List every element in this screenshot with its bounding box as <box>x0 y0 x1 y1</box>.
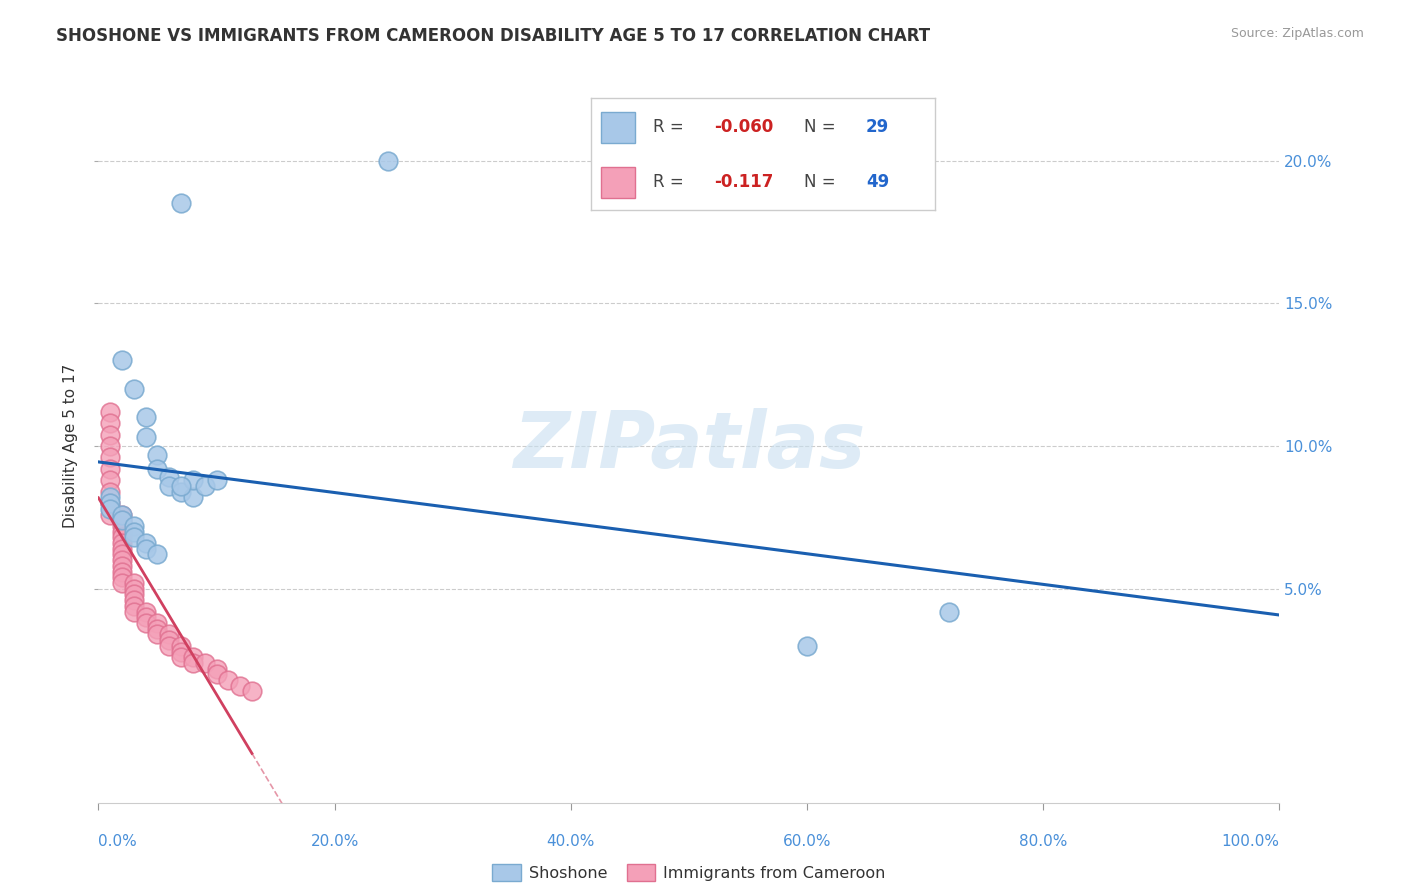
Point <box>157 479 180 493</box>
Point <box>111 508 134 522</box>
Point <box>98 462 121 476</box>
Point <box>146 462 169 476</box>
Text: 100.0%: 100.0% <box>1222 834 1279 849</box>
Text: -0.117: -0.117 <box>714 173 773 191</box>
Point <box>170 650 193 665</box>
Point <box>98 439 121 453</box>
Point <box>796 639 818 653</box>
Point <box>111 519 134 533</box>
Point <box>111 530 134 544</box>
Point <box>122 519 145 533</box>
Point <box>135 430 157 444</box>
Point <box>146 548 169 562</box>
Text: 60.0%: 60.0% <box>783 834 831 849</box>
Point <box>111 558 134 573</box>
Point <box>194 656 217 670</box>
Point <box>111 541 134 556</box>
Point <box>111 513 134 527</box>
Point <box>146 615 169 630</box>
Point <box>938 605 960 619</box>
Point <box>111 508 134 522</box>
Point <box>135 610 157 624</box>
Point <box>122 593 145 607</box>
Point <box>98 501 121 516</box>
Point <box>170 479 193 493</box>
Point <box>111 548 134 562</box>
Y-axis label: Disability Age 5 to 17: Disability Age 5 to 17 <box>63 364 79 528</box>
Text: 49: 49 <box>866 173 890 191</box>
Point <box>122 530 145 544</box>
Point <box>111 524 134 539</box>
Point <box>98 473 121 487</box>
Point <box>98 491 121 505</box>
Point <box>157 470 180 484</box>
Point <box>122 582 145 596</box>
Text: 80.0%: 80.0% <box>1019 834 1067 849</box>
Text: 29: 29 <box>866 118 890 136</box>
Text: N =: N = <box>804 173 841 191</box>
Point <box>146 627 169 641</box>
Point <box>98 427 121 442</box>
Text: N =: N = <box>804 118 841 136</box>
Text: Source: ZipAtlas.com: Source: ZipAtlas.com <box>1230 27 1364 40</box>
Text: 40.0%: 40.0% <box>547 834 595 849</box>
Point <box>122 605 145 619</box>
Text: 20.0%: 20.0% <box>311 834 359 849</box>
Point <box>98 405 121 419</box>
Text: 0.0%: 0.0% <box>98 834 138 849</box>
Point <box>111 536 134 550</box>
Text: SHOSHONE VS IMMIGRANTS FROM CAMEROON DISABILITY AGE 5 TO 17 CORRELATION CHART: SHOSHONE VS IMMIGRANTS FROM CAMEROON DIS… <box>56 27 931 45</box>
Point <box>146 622 169 636</box>
Point <box>157 633 180 648</box>
Point <box>205 473 228 487</box>
Point <box>98 416 121 430</box>
Point <box>111 565 134 579</box>
Point <box>122 587 145 601</box>
Point <box>205 662 228 676</box>
Point <box>170 639 193 653</box>
Point <box>122 576 145 591</box>
Point <box>135 541 157 556</box>
Bar <box>600 112 636 143</box>
Point <box>157 627 180 641</box>
Text: ZIPatlas: ZIPatlas <box>513 408 865 484</box>
Point <box>157 639 180 653</box>
Point <box>98 484 121 499</box>
Point <box>205 667 228 681</box>
Point <box>111 353 134 368</box>
Point <box>240 684 263 698</box>
Point <box>111 513 134 527</box>
Point <box>194 479 217 493</box>
Point <box>98 496 121 510</box>
Point <box>122 382 145 396</box>
Point <box>135 410 157 425</box>
Point <box>146 448 169 462</box>
Point <box>98 508 121 522</box>
Point <box>135 536 157 550</box>
Point <box>135 605 157 619</box>
Point <box>122 524 145 539</box>
Point <box>377 153 399 168</box>
Point <box>181 656 204 670</box>
Point <box>181 491 204 505</box>
Text: -0.060: -0.060 <box>714 118 773 136</box>
Point <box>98 496 121 510</box>
Point <box>111 553 134 567</box>
Point <box>170 484 193 499</box>
Point <box>170 196 193 211</box>
Bar <box>600 168 636 199</box>
Point <box>217 673 239 687</box>
Point <box>98 450 121 465</box>
Legend: Shoshone, Immigrants from Cameroon: Shoshone, Immigrants from Cameroon <box>486 857 891 888</box>
Point <box>111 576 134 591</box>
Point <box>229 679 252 693</box>
Point <box>181 473 204 487</box>
Point <box>135 615 157 630</box>
Point <box>111 570 134 584</box>
Point <box>170 644 193 658</box>
Text: R =: R = <box>652 173 689 191</box>
Point <box>122 599 145 613</box>
Point <box>181 650 204 665</box>
Text: R =: R = <box>652 118 689 136</box>
